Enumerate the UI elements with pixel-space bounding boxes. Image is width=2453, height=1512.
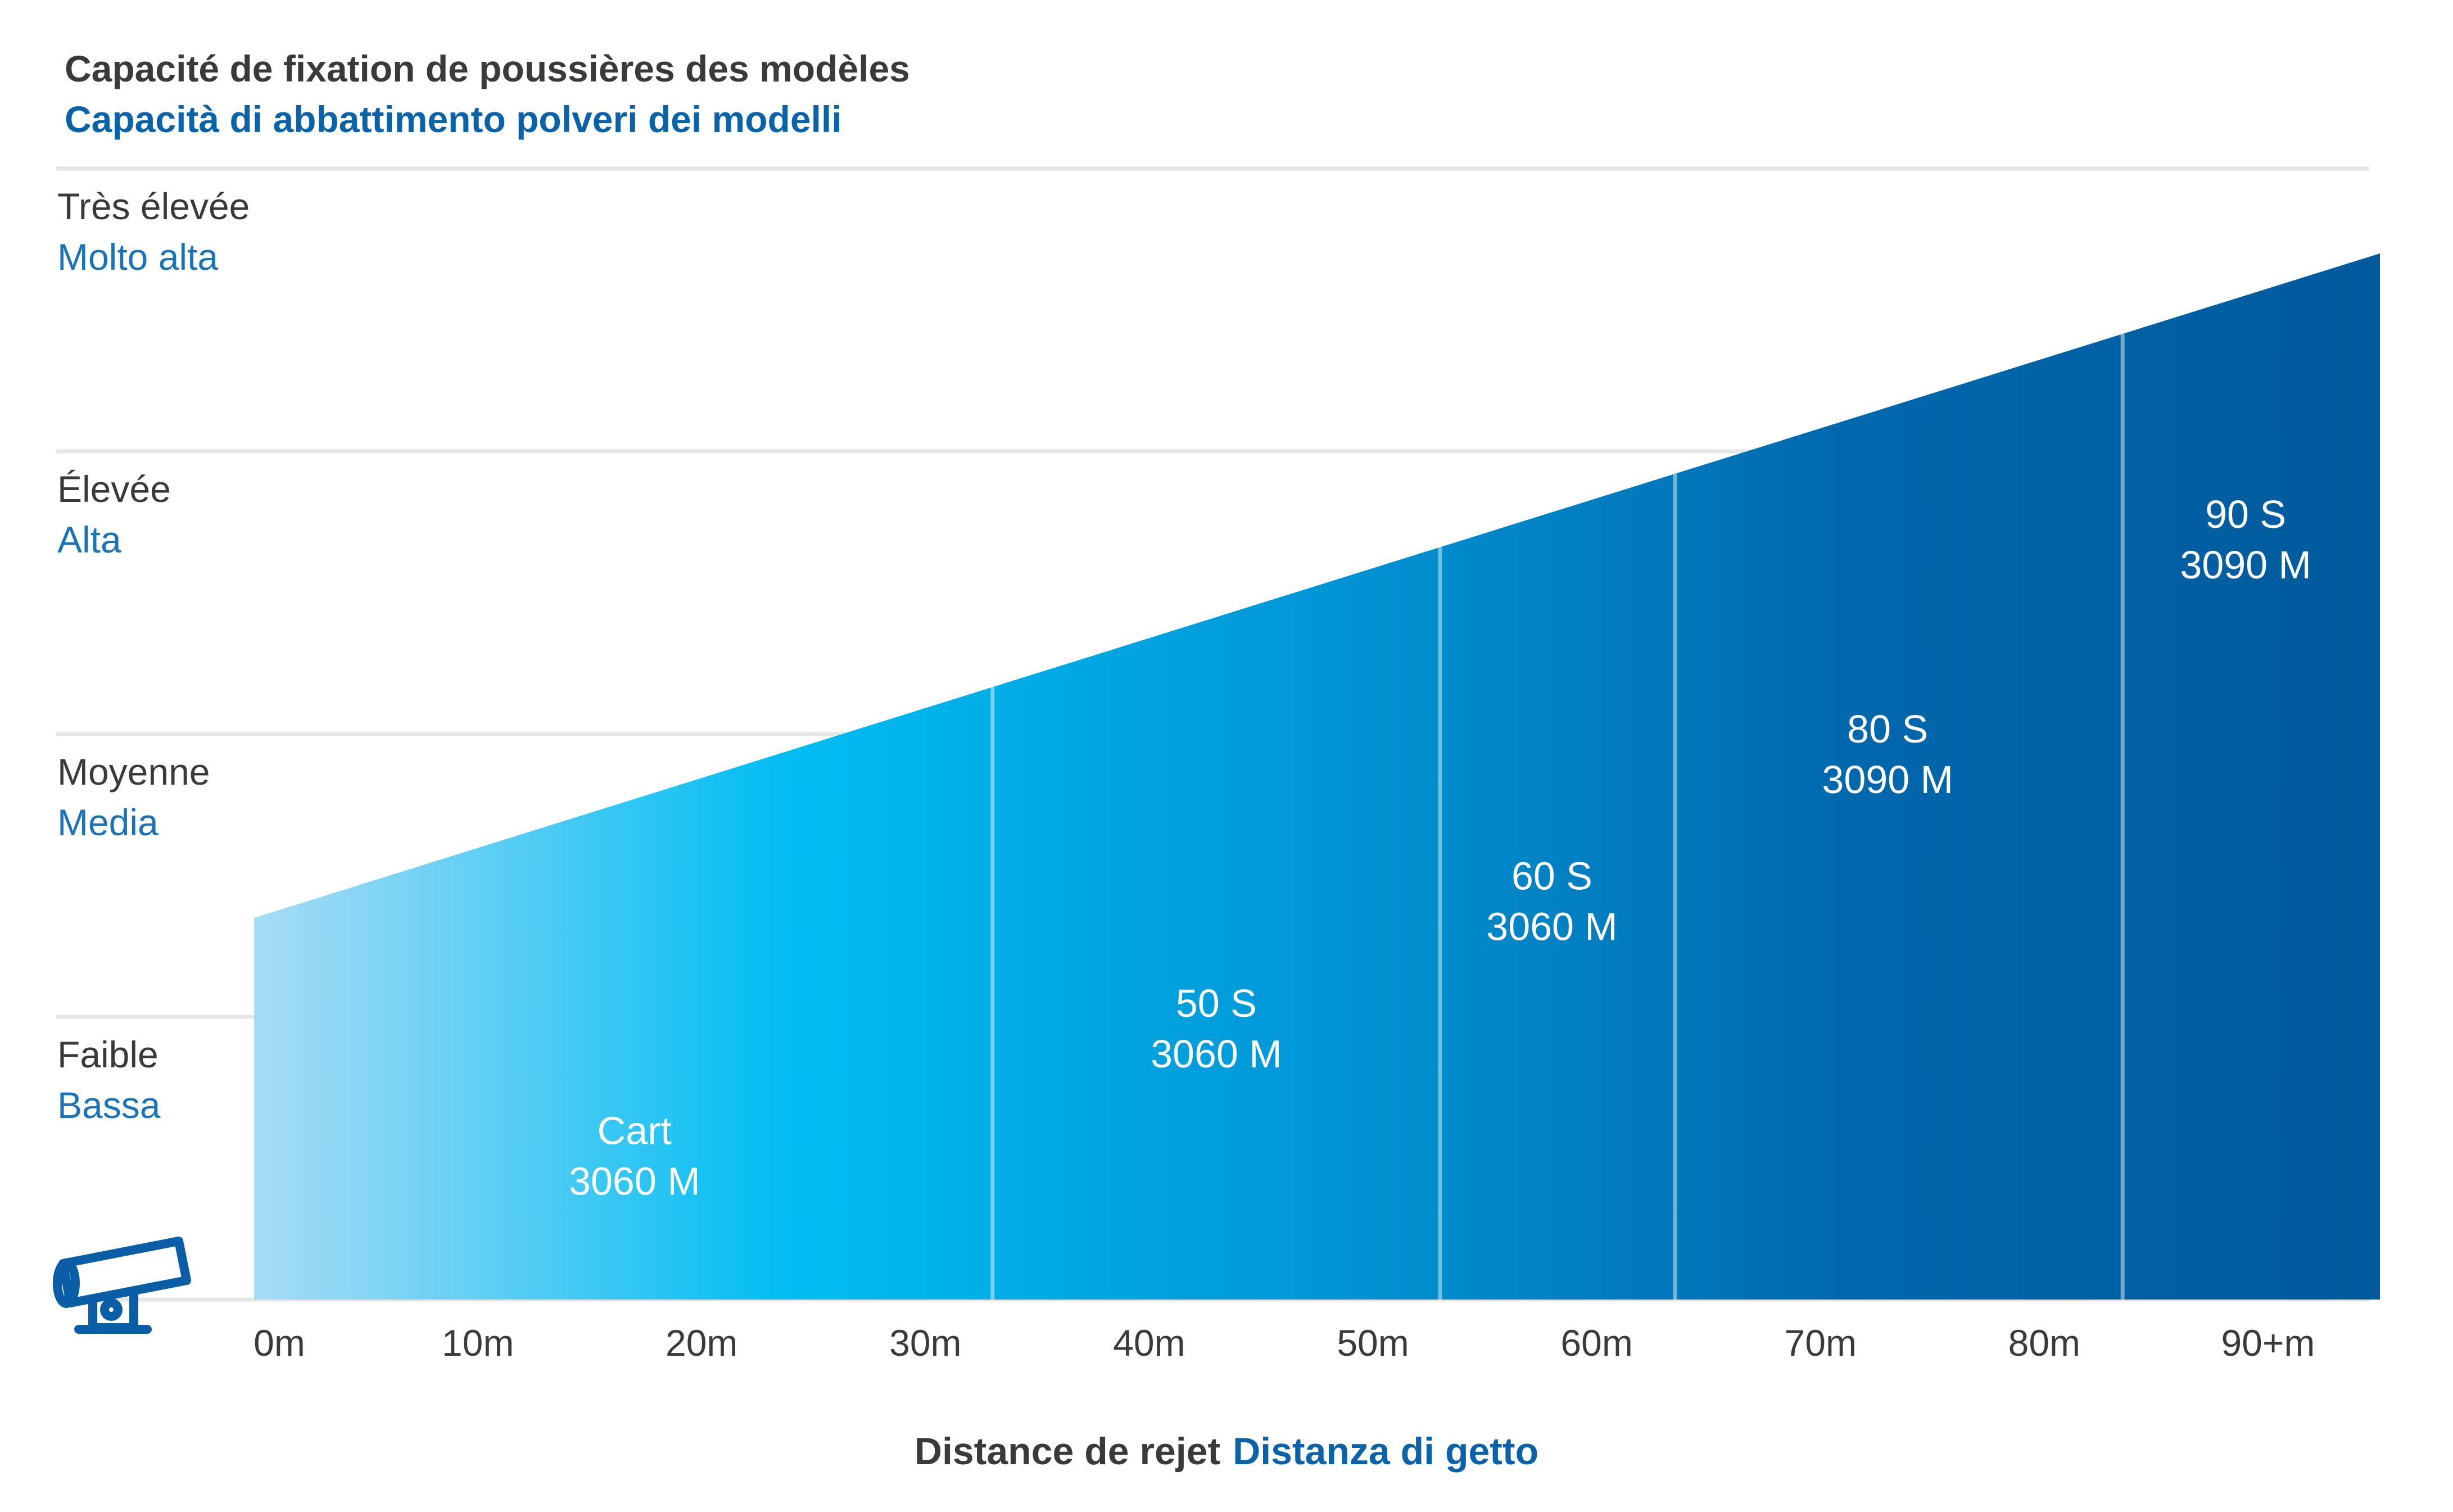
segment-label: 50 S 3060 M [1151,981,1282,1076]
segment-label: 90 S 3090 M [2180,492,2311,587]
segment-label: 60 S 3060 M [1486,854,1617,949]
x-tick-label: 20m [666,1322,737,1364]
segment-dividers [990,333,2125,1300]
y-level-label-fr: Faible [57,1034,159,1075]
y-level-label-it: Molto alta [57,236,218,278]
x-tick-label: 10m [442,1322,514,1364]
chart-title: Capacité de fixation de poussières des m… [65,48,910,89]
segment-labels: Cart 3060 M 50 S 3060 M 60 S 3060 M 80 S 3090 M… [569,492,2311,1203]
x-tick-label: 40m [1113,1322,1185,1364]
y-level-label-it: Media [57,802,159,843]
area-series [254,253,2380,1300]
cannon-icon [53,1237,191,1334]
x-tick-label: 70m [1785,1322,1857,1364]
y-level-label-fr: Élevée [57,468,171,510]
y-level-label-it: Bassa [57,1084,161,1126]
x-tick-label: 50m [1337,1322,1409,1364]
y-level-labels: Faible Bassa Moyenne Media Élevée Alta Très él… [57,185,250,1126]
x-axis-label: Distance de rejet Distanza di getto [915,1430,1538,1473]
x-tick-label: 80m [2008,1322,2080,1364]
y-level-label-fr: Très élevée [57,185,250,227]
y-level-label-it: Alta [57,519,121,560]
segment-label: 80 S 3090 M [1822,707,1953,802]
y-level-label-fr: Moyenne [57,751,210,793]
x-tick-labels: 0m 10m 20m 30m 40m 50m 60m 70m 80m 90+m [254,1322,2315,1364]
capacity-area [254,253,2380,1300]
x-tick-label: 0m [254,1322,305,1364]
x-tick-label: 30m [889,1322,961,1364]
x-tick-label: 60m [1560,1322,1632,1364]
x-tick-label: 90+m [2221,1322,2315,1364]
chart-subtitle: Capacità di abbattimento polveri dei mod… [65,98,842,140]
segment-label: Cart 3060 M [569,1108,700,1203]
